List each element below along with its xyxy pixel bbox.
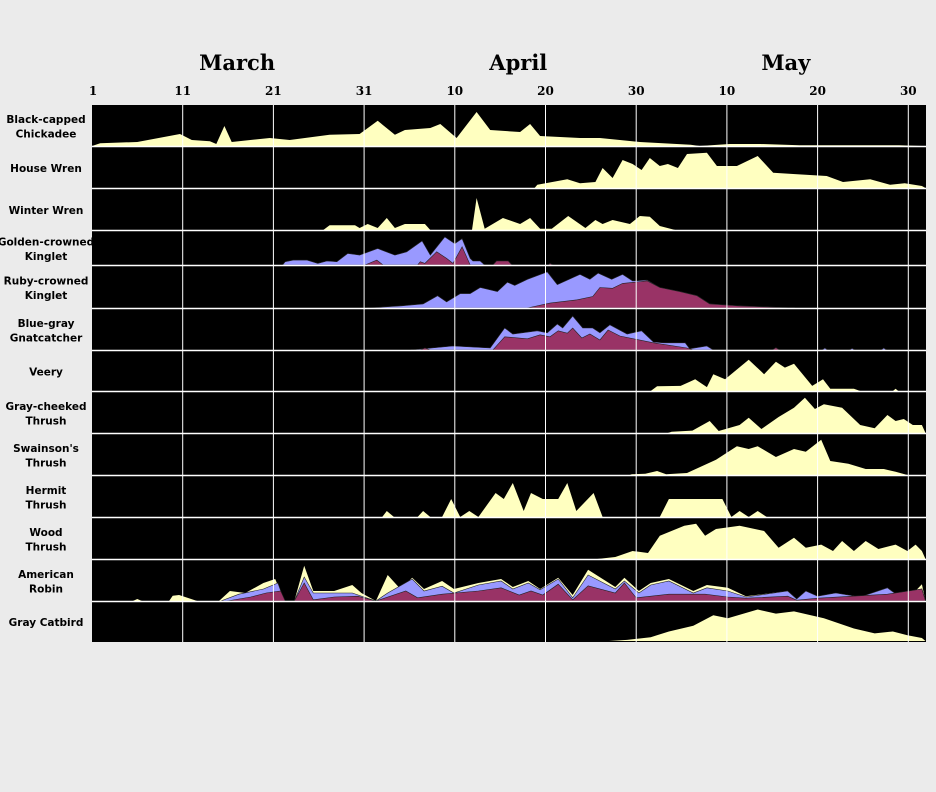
area-yellow [92, 112, 922, 146]
area-yellow [534, 152, 926, 188]
species-label: Thrush [25, 499, 66, 511]
tick-label: 30 [900, 84, 917, 98]
species-row [92, 112, 922, 146]
species-label: Gnatcatcher [10, 332, 83, 344]
tick-label: 21 [265, 84, 282, 98]
area-yellow [609, 609, 926, 641]
species-label: Swainson's [13, 443, 79, 455]
month-label: May [761, 50, 811, 75]
species-row [597, 523, 926, 559]
species-row [382, 483, 767, 517]
species-label: Wood [29, 527, 62, 539]
tick-label: 11 [174, 84, 191, 98]
species-label: Thrush [25, 541, 66, 553]
area-yellow [650, 359, 899, 391]
tick-label: 30 [628, 84, 645, 98]
tick-label: 20 [809, 84, 826, 98]
month-label: April [488, 50, 547, 75]
species-row [323, 198, 676, 230]
species-row [366, 271, 795, 309]
species-areas [92, 112, 926, 641]
area-yellow [323, 198, 676, 230]
species-label: Hermit [26, 485, 67, 497]
gridlines [92, 105, 926, 642]
area-yellow [382, 483, 767, 517]
species-label: American [18, 569, 74, 581]
tick-label: 10 [719, 84, 736, 98]
tick-label: 31 [356, 84, 373, 98]
species-labels: Black-capped Chickadee House Wren Winter Wr… [0, 114, 94, 629]
species-row [534, 152, 926, 188]
species-row [609, 609, 926, 641]
area-yellow [667, 397, 926, 433]
tick-label: 10 [446, 84, 463, 98]
species-label: Robin [29, 583, 63, 595]
area-maroon [227, 582, 926, 602]
species-row [667, 397, 926, 433]
species-row [629, 439, 908, 475]
species-label: Golden-crowned [0, 236, 94, 248]
month-labels: March April May [199, 50, 811, 75]
species-label: Chickadee [16, 128, 77, 140]
species-label: Black-capped [6, 114, 85, 126]
area-yellow [597, 523, 926, 559]
species-label: Thrush [25, 457, 66, 469]
species-label: Winter Wren [9, 205, 84, 217]
species-label: Gray-cheeked [5, 401, 86, 413]
month-label: March [199, 50, 275, 75]
day-tick-labels: 1 11 21 31 10 20 30 10 20 30 [89, 84, 917, 98]
species-label: Gray Catbird [9, 617, 84, 629]
species-label: House Wren [10, 163, 82, 175]
species-label: Thrush [25, 415, 66, 427]
area-yellow [629, 439, 908, 475]
tick-label: 20 [537, 84, 554, 98]
species-label: Kinglet [25, 251, 67, 263]
area-maroon [527, 280, 795, 309]
tick-label: 1 [89, 84, 97, 98]
species-label: Kinglet [25, 290, 67, 302]
species-label: Blue-gray [18, 318, 75, 330]
species-label: Ruby-crowned [4, 275, 89, 287]
species-row [650, 359, 899, 391]
species-label: Veery [29, 367, 63, 379]
